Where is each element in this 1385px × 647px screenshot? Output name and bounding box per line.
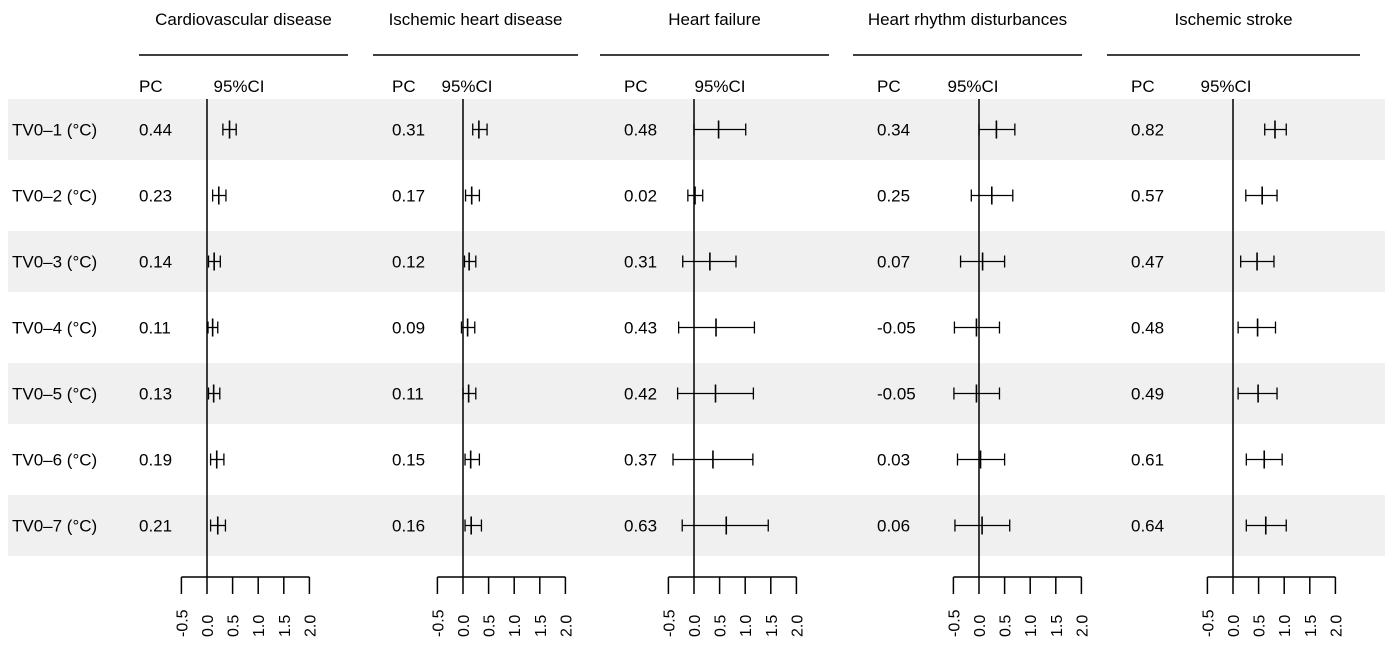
row-label: TV0–7 (°C) (12, 517, 97, 536)
pc-value: -0.05 (877, 385, 916, 404)
x-tick-label: -0.5 (946, 609, 963, 637)
x-tick-label: 2.0 (558, 615, 575, 637)
pc-value: 0.31 (392, 121, 425, 140)
panel-title: Heart rhythm disturbances (868, 10, 1067, 29)
pc-value: 0.57 (1131, 187, 1164, 206)
x-tick-label: 1.5 (764, 615, 781, 637)
pc-value: 0.21 (139, 517, 172, 536)
pc-value: 0.25 (877, 187, 910, 206)
panel-ischemic-heart-disease: Ischemic heart disease PC 95%CI 0.31 0.17 0.1… (373, 10, 578, 637)
pc-value: 0.23 (139, 187, 172, 206)
pc-value: 0.61 (1131, 451, 1164, 470)
row-label: TV0–2 (°C) (12, 187, 97, 206)
pc-value: 0.82 (1131, 121, 1164, 140)
row-label: TV0–4 (°C) (12, 319, 97, 338)
x-tick-label: 0.0 (972, 615, 989, 637)
x-tick-label: 1.5 (1303, 615, 1320, 637)
pc-header: PC (1131, 77, 1155, 96)
pc-value: 0.49 (1131, 385, 1164, 404)
pc-value: 0.11 (139, 319, 171, 338)
pc-value: 0.06 (877, 517, 910, 536)
pc-value: 0.02 (624, 187, 657, 206)
panel-ischemic-stroke: Ischemic stroke PC 95%CI 0.82 0.57 0.47 0.48 0.… (1107, 10, 1360, 637)
pc-value: 0.11 (392, 385, 424, 404)
row-label: TV0–3 (°C) (12, 253, 97, 272)
pc-value: 0.42 (624, 385, 657, 404)
ci-header: 95%CI (694, 77, 745, 96)
x-tick-label: -0.5 (661, 609, 678, 637)
pc-value: 0.13 (139, 385, 172, 404)
panel-heart-rhythm-disturbances: Heart rhythm disturbances PC 95%CI 0.34 0.25… (853, 10, 1091, 637)
x-tick-label: 0.0 (687, 615, 704, 637)
ci-header: 95%CI (947, 77, 998, 96)
pc-value: 0.63 (624, 517, 657, 536)
panel-heart-failure: Heart failure PC 95%CI 0.48 0.02 0.31 0.43 0.42… (600, 10, 829, 637)
pc-value: 0.15 (392, 451, 425, 470)
panel-title: Ischemic heart disease (389, 10, 563, 29)
x-tick-label: 1.5 (1049, 615, 1066, 637)
panel-title: Ischemic stroke (1174, 10, 1292, 29)
pc-value: 0.64 (1131, 517, 1164, 536)
x-tick-label: 0.0 (1226, 615, 1243, 637)
pc-value: 0.16 (392, 517, 425, 536)
x-tick-label: 1.0 (1023, 615, 1040, 637)
pc-value: 0.12 (392, 253, 425, 272)
pc-header: PC (392, 77, 416, 96)
pc-value: 0.34 (877, 121, 910, 140)
pc-value: 0.07 (877, 253, 910, 272)
ci-header: 95%CI (441, 77, 492, 96)
x-tick-label: -0.5 (430, 609, 447, 637)
panel-title: Heart failure (668, 10, 761, 29)
pc-value: 0.44 (139, 121, 172, 140)
x-tick-label: 0.5 (1252, 615, 1269, 637)
x-tick-label: 1.0 (251, 615, 268, 637)
x-tick-label: 2.0 (302, 615, 319, 637)
x-tick-label: 2.0 (1328, 615, 1345, 637)
x-tick-label: 1.5 (533, 615, 550, 637)
pc-header: PC (139, 77, 163, 96)
pc-header: PC (877, 77, 901, 96)
pc-value: 0.14 (139, 253, 172, 272)
x-tick-label: 0.5 (226, 615, 243, 637)
ci-header: 95%CI (1200, 77, 1251, 96)
x-tick-label: -0.5 (174, 609, 191, 637)
x-tick-label: 1.5 (277, 615, 294, 637)
x-tick-label: 1.0 (507, 615, 524, 637)
pc-value: 0.31 (624, 253, 657, 272)
pc-value: 0.43 (624, 319, 657, 338)
pc-header: PC (624, 77, 648, 96)
x-tick-label: 0.0 (200, 615, 217, 637)
pc-value: 0.48 (624, 121, 657, 140)
x-tick-label: 1.0 (1277, 615, 1294, 637)
x-tick-label: 2.0 (789, 615, 806, 637)
x-tick-label: 1.0 (738, 615, 755, 637)
x-tick-label: 0.5 (482, 615, 499, 637)
x-tick-label: 2.0 (1074, 615, 1091, 637)
pc-value: 0.19 (139, 451, 172, 470)
x-tick-label: -0.5 (1200, 609, 1217, 637)
x-tick-label: 0.0 (456, 615, 473, 637)
row-label: TV0–5 (°C) (12, 385, 97, 404)
pc-value: -0.05 (877, 319, 916, 338)
x-tick-label: 0.5 (713, 615, 730, 637)
row-label: TV0–6 (°C) (12, 451, 97, 470)
pc-value: 0.03 (877, 451, 910, 470)
pc-value: 0.17 (392, 187, 425, 206)
pc-value: 0.37 (624, 451, 657, 470)
panel-cardiovascular-disease: Cardiovascular disease PC 95%CI 0.44 0.23 0.1… (139, 10, 348, 637)
row-label: TV0–1 (°C) (12, 121, 97, 140)
pc-value: 0.47 (1131, 253, 1164, 272)
pc-value: 0.48 (1131, 319, 1164, 338)
pc-value: 0.09 (392, 319, 425, 338)
panel-title: Cardiovascular disease (155, 10, 332, 29)
x-tick-label: 0.5 (998, 615, 1015, 637)
ci-header: 95%CI (213, 77, 264, 96)
